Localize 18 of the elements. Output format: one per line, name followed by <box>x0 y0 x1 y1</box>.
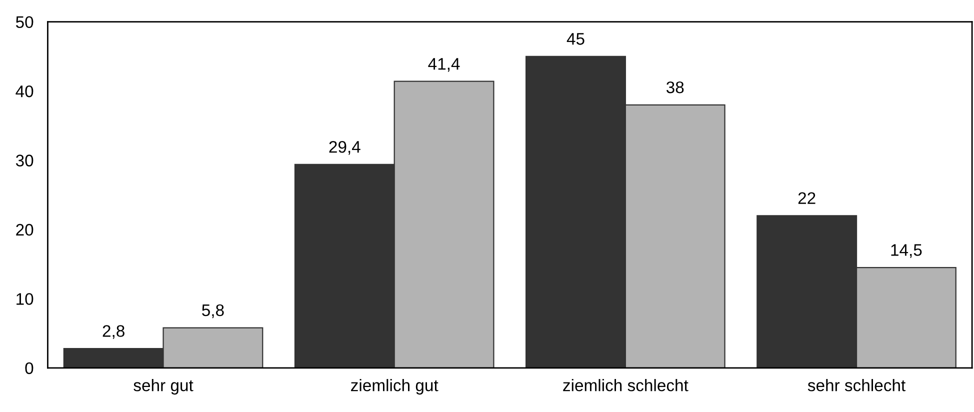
data-label: 45 <box>566 33 584 45</box>
data-label: 2,8 <box>102 325 124 339</box>
data-label: 14,5 <box>891 244 922 258</box>
y-tick-label: 40 <box>16 85 34 98</box>
y-tick-label: 10 <box>16 293 34 305</box>
y-tick-label: 50 <box>16 16 34 28</box>
data-label: 5,8 <box>202 304 224 318</box>
data-label: 41,4 <box>428 58 460 72</box>
x-tick-label: ziemlich gut <box>351 379 438 395</box>
data-label: 38 <box>666 81 684 94</box>
y-tick-label: 30 <box>16 154 34 166</box>
data-label: 22 <box>798 192 816 204</box>
data-label: 29,4 <box>329 140 360 155</box>
y-tick-label: 0 <box>25 362 34 374</box>
y-tick-label: 20 <box>16 224 34 236</box>
x-tick-label: sehr schlecht <box>808 379 906 392</box>
x-tick-label: sehr gut <box>134 379 194 395</box>
x-tick-label: ziemlich schlecht <box>563 379 688 392</box>
